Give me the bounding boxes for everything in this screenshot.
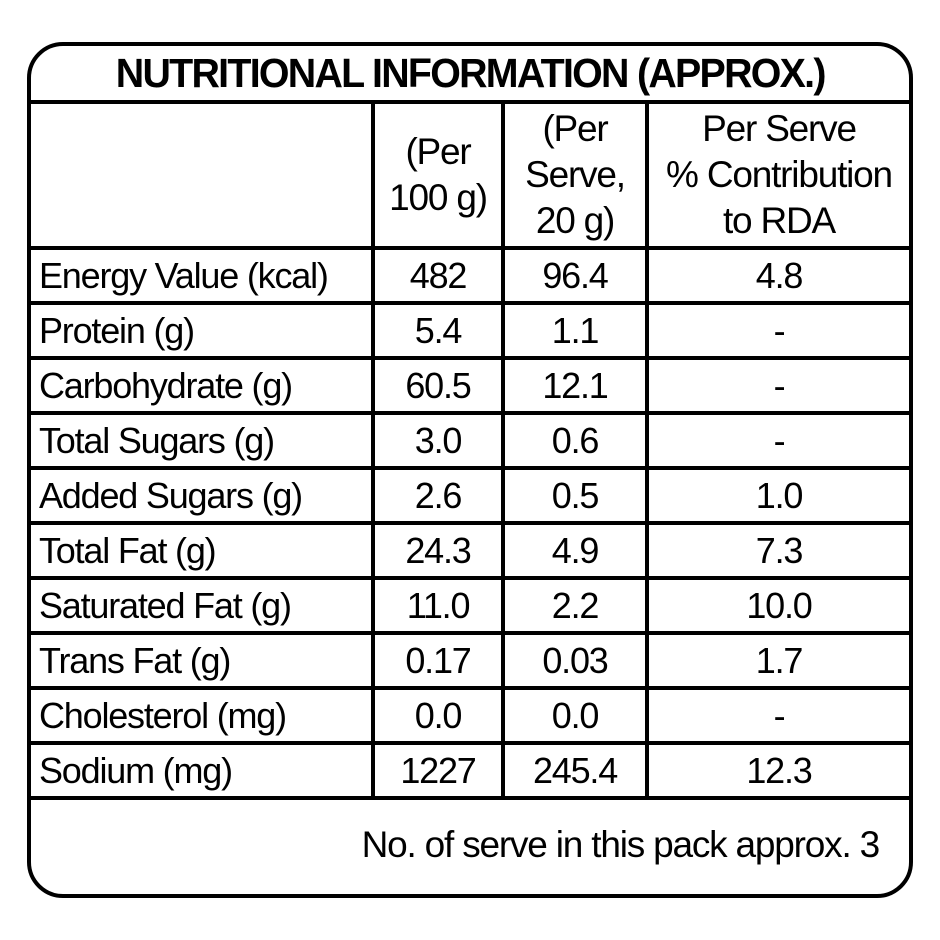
footer-row: No. of serve in this pack approx. 3 (31, 800, 909, 894)
serves-per-pack-note: No. of serve in this pack approx. 3 (361, 824, 881, 865)
nutrient-name-cell: Added Sugars (g) (31, 466, 375, 525)
nutrient-name-cell: Total Fat (g) (31, 521, 375, 580)
per-serve-value-cell: 0.5 (501, 466, 649, 525)
per-serve-value-cell: 245.4 (501, 741, 649, 800)
per-100g-value-cell: 60.5 (371, 356, 505, 415)
rda-value-cell: 1.7 (645, 631, 909, 690)
rda-value-cell: 10.0 (645, 576, 909, 635)
per-100g-value-cell: 482 (371, 246, 505, 305)
nutrition-table: (Per 100 g) (Per Serve, 20 g) Per Serve … (31, 104, 909, 800)
per-100g-value-cell: 11.0 (371, 576, 505, 635)
per-serve-value-cell: 1.1 (501, 301, 649, 360)
header-per-serve-cell: (Per Serve, 20 g) (501, 104, 649, 250)
nutrient-name-cell: Sodium (mg) (31, 741, 375, 800)
label-title: NUTRITIONAL INFORMATION (APPROX.) (115, 49, 826, 96)
rda-value-cell: 7.3 (645, 521, 909, 580)
header-row: (Per 100 g) (Per Serve, 20 g) Per Serve … (31, 104, 909, 250)
per-serve-value-cell: 12.1 (501, 356, 649, 415)
table-row: Sodium (mg) 1227 245.4 12.3 (31, 741, 909, 800)
per-100g-value-cell: 1227 (371, 741, 505, 800)
nutrient-name-cell: Total Sugars (g) (31, 411, 375, 470)
rda-value-cell: 1.0 (645, 466, 909, 525)
rda-value-cell: - (645, 686, 909, 745)
per-100g-value-cell: 0.0 (371, 686, 505, 745)
table-row: Energy Value (kcal) 482 96.4 4.8 (31, 246, 909, 305)
nutrition-label-card: NUTRITIONAL INFORMATION (APPROX.) (Per 1… (27, 42, 913, 898)
per-serve-value-cell: 2.2 (501, 576, 649, 635)
per-serve-value-cell: 4.9 (501, 521, 649, 580)
header-nutrient-cell (31, 104, 375, 250)
rda-value-cell: - (645, 411, 909, 470)
table-row: Cholesterol (mg) 0.0 0.0 - (31, 686, 909, 745)
table-body: Energy Value (kcal) 482 96.4 4.8 Protein… (31, 246, 909, 800)
table-row: Total Sugars (g) 3.0 0.6 - (31, 411, 909, 470)
table-row: Protein (g) 5.4 1.1 - (31, 301, 909, 360)
per-100g-value-cell: 3.0 (371, 411, 505, 470)
per-100g-value-cell: 24.3 (371, 521, 505, 580)
table-row: Added Sugars (g) 2.6 0.5 1.0 (31, 466, 909, 525)
per-serve-value-cell: 0.0 (501, 686, 649, 745)
table-row: Trans Fat (g) 0.17 0.03 1.7 (31, 631, 909, 690)
nutrient-name-cell: Trans Fat (g) (31, 631, 375, 690)
per-serve-value-cell: 0.03 (501, 631, 649, 690)
table-row: Total Fat (g) 24.3 4.9 7.3 (31, 521, 909, 580)
rda-value-cell: 12.3 (645, 741, 909, 800)
nutrient-name-cell: Saturated Fat (g) (31, 576, 375, 635)
table-header: (Per 100 g) (Per Serve, 20 g) Per Serve … (31, 104, 909, 250)
per-serve-value-cell: 0.6 (501, 411, 649, 470)
nutrient-name-cell: Cholesterol (mg) (31, 686, 375, 745)
table-row: Carbohydrate (g) 60.5 12.1 - (31, 356, 909, 415)
header-rda-cell: Per Serve % Contribution to RDA (645, 104, 909, 250)
rda-value-cell: 4.8 (645, 246, 909, 305)
rda-value-cell: - (645, 356, 909, 415)
rda-value-cell: - (645, 301, 909, 360)
header-per-100g-cell: (Per 100 g) (371, 104, 505, 250)
label-title-row: NUTRITIONAL INFORMATION (APPROX.) (31, 46, 909, 104)
per-100g-value-cell: 2.6 (371, 466, 505, 525)
nutrient-name-cell: Energy Value (kcal) (31, 246, 375, 305)
table-row: Saturated Fat (g) 11.0 2.2 10.0 (31, 576, 909, 635)
per-100g-value-cell: 5.4 (371, 301, 505, 360)
per-100g-value-cell: 0.17 (371, 631, 505, 690)
nutrient-name-cell: Protein (g) (31, 301, 375, 360)
per-serve-value-cell: 96.4 (501, 246, 649, 305)
nutrient-name-cell: Carbohydrate (g) (31, 356, 375, 415)
